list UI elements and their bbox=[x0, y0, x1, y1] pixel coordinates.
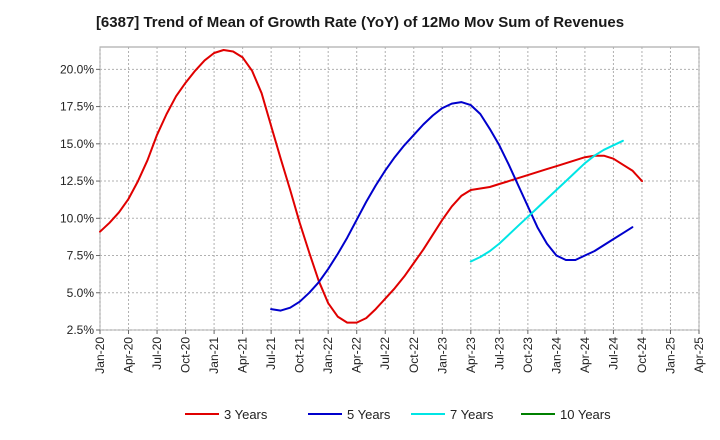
y-axis: 2.5% 5.0% 7.5% 10.0% 12.5% 15.0% 17.5% 20.0% bbox=[60, 62, 100, 337]
series-line-5-years bbox=[270, 101, 634, 312]
y-tick-label: 5.0% bbox=[67, 286, 95, 300]
x-axis: Jan-20 Apr-20 Jul-20 Oct-20 Jan-21 Apr-21 Jul-… bbox=[93, 330, 706, 374]
x-tick-label: Apr-24 bbox=[578, 337, 592, 373]
x-tick-label: Jul-20 bbox=[150, 337, 164, 370]
x-tick-label: Jul-24 bbox=[606, 337, 620, 370]
x-tick-label: Apr-25 bbox=[692, 337, 706, 373]
x-tick-label: Apr-20 bbox=[122, 337, 136, 373]
x-tick-label: Apr-21 bbox=[236, 337, 250, 373]
legend: 3 Years 5 Years 7 Years 10 Years bbox=[185, 407, 611, 422]
y-tick-label: 17.5% bbox=[60, 100, 94, 114]
x-tick-label: Apr-22 bbox=[350, 337, 364, 373]
legend-label: 5 Years bbox=[347, 407, 391, 422]
y-tick-label: 2.5% bbox=[67, 323, 95, 337]
x-tick-label: Oct-23 bbox=[521, 337, 535, 373]
x-tick-label: Jan-24 bbox=[549, 337, 563, 374]
x-tick-label: Jan-22 bbox=[321, 337, 335, 374]
series-lines bbox=[99, 49, 643, 324]
legend-label: 7 Years bbox=[450, 407, 494, 422]
x-tick-label: Jan-25 bbox=[663, 337, 677, 374]
y-tick-label: 20.0% bbox=[60, 62, 94, 76]
series-line-7-years bbox=[469, 139, 624, 263]
y-tick-label: 12.5% bbox=[60, 174, 94, 188]
legend-label: 10 Years bbox=[560, 407, 611, 422]
x-tick-label: Apr-23 bbox=[464, 337, 478, 373]
series-line-3-years bbox=[99, 49, 643, 324]
plot-area bbox=[99, 46, 700, 331]
y-tick-label: 7.5% bbox=[67, 249, 95, 263]
x-tick-label: Jan-20 bbox=[93, 337, 107, 374]
chart-title: [6387] Trend of Mean of Growth Rate (YoY… bbox=[95, 14, 625, 31]
y-tick-label: 15.0% bbox=[60, 137, 94, 151]
legend-label: 3 Years bbox=[224, 407, 268, 422]
x-tick-label: Jul-22 bbox=[378, 337, 392, 370]
x-tick-label: Jul-23 bbox=[492, 337, 506, 370]
x-tick-label: Oct-21 bbox=[293, 337, 307, 373]
x-tick-label: Jul-21 bbox=[264, 337, 278, 370]
x-tick-label: Oct-24 bbox=[635, 337, 649, 373]
x-tick-label: Jan-23 bbox=[435, 337, 449, 374]
x-tick-label: Jan-21 bbox=[207, 337, 221, 374]
y-tick-label: 10.0% bbox=[60, 211, 94, 225]
x-tick-label: Oct-20 bbox=[179, 337, 193, 373]
x-tick-label: Oct-22 bbox=[407, 337, 421, 373]
grid-lines bbox=[99, 47, 700, 331]
